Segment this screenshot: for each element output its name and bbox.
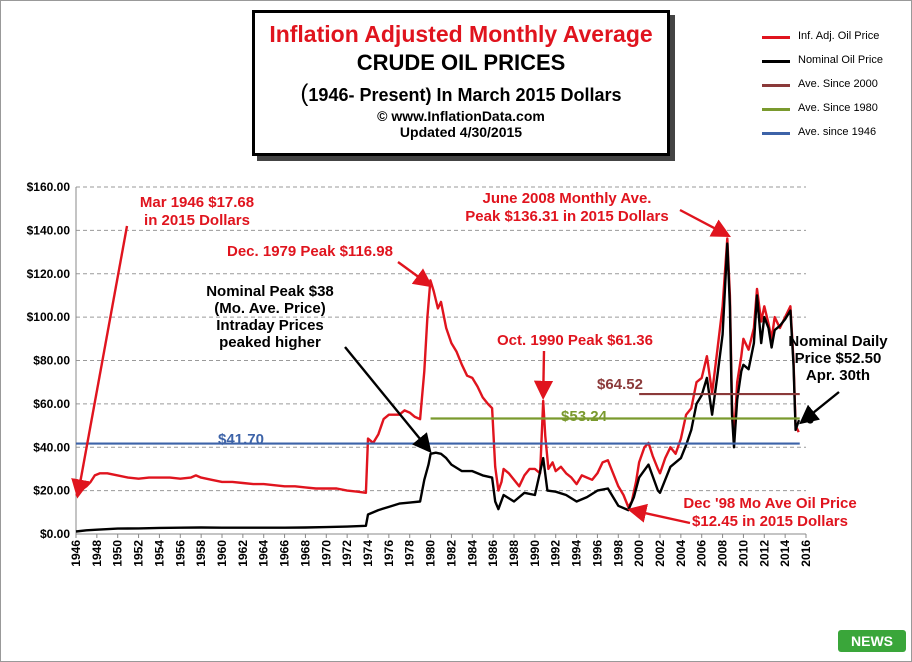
legend-swatch: [762, 84, 790, 87]
x-tick-label: 1978: [403, 540, 417, 567]
nominal-daily-point: [806, 416, 814, 424]
x-tick-label: 1960: [215, 540, 229, 567]
annotation-arrow: [397, 261, 433, 288]
x-tick-label: 1972: [340, 540, 354, 567]
news-logo: NEWS: [838, 630, 906, 652]
legend-swatch: [762, 132, 790, 135]
x-tick-label: 1966: [278, 540, 292, 567]
annotation-arrow: [799, 391, 840, 425]
annotation-label: $12.45 in 2015 Dollars: [692, 513, 848, 530]
x-tick-label: 1950: [111, 540, 125, 567]
legend-item-nominal: Nominal Oil Price: [760, 54, 910, 70]
legend-item-ave-1980: Ave. Since 1980: [760, 102, 910, 118]
annotation-label: Nominal Daily: [788, 333, 888, 350]
annotation-label: peaked higher: [219, 334, 321, 351]
annotation-arrow: [627, 503, 691, 525]
x-tick-label: 1958: [194, 540, 208, 567]
annotation-arrow: [71, 225, 129, 499]
annotation-label: (Mo. Ave. Price): [214, 300, 325, 317]
legend-label: Ave. Since 2000: [798, 78, 878, 90]
x-tick-label: 1984: [465, 540, 479, 567]
annotation-label: Apr. 30th: [806, 367, 870, 384]
legend-item-inf-adj: Inf. Adj. Oil Price: [760, 30, 910, 46]
legend-swatch: [762, 108, 790, 111]
y-tick-label: $0.00: [40, 527, 70, 541]
title-line-3: (1946- Present) In March 2015 Dollars: [255, 80, 667, 108]
y-tick-label: $100.00: [27, 310, 71, 324]
x-tick-label: 1986: [486, 540, 500, 567]
x-tick-label: 1974: [361, 540, 375, 567]
x-tick-label: 1988: [507, 540, 521, 567]
x-tick-label: 2006: [695, 540, 709, 567]
annotation-label: Dec '98 Mo Ave Oil Price: [683, 495, 856, 512]
x-tick-label: 2010: [736, 540, 750, 567]
legend-label: Ave. Since 1980: [798, 102, 878, 114]
annotation-label: Oct. 1990 Peak $61.36: [497, 332, 653, 349]
x-tick-label: 1970: [319, 540, 333, 567]
title-paren: (: [300, 80, 309, 107]
x-tick-label: 2004: [674, 540, 688, 567]
annotation-label: Dec. 1979 Peak $116.98: [227, 243, 393, 260]
y-tick-label: $60.00: [33, 397, 70, 411]
title-line-2: CRUDE OIL PRICES: [356, 50, 566, 75]
x-tick-label: 1990: [528, 540, 542, 567]
x-tick-label: 1976: [382, 540, 396, 567]
x-tick-label: 1980: [424, 540, 438, 567]
legend-item-ave-2000: Ave. Since 2000: [760, 78, 910, 94]
title-line-5: Updated 4/30/2015: [399, 124, 523, 140]
legend-label: Ave. since 1946: [798, 126, 877, 138]
x-tick-label: 1954: [152, 540, 166, 567]
annotation-arrow: [533, 350, 554, 400]
series-line: [75, 237, 800, 509]
annotation-label: June 2008 Monthly Ave.: [483, 190, 652, 207]
x-tick-label: 1968: [298, 540, 312, 567]
x-tick-label: 1952: [132, 540, 146, 567]
x-tick-label: 2014: [778, 540, 792, 567]
series-line: [75, 242, 801, 533]
y-tick-label: $40.00: [33, 440, 70, 454]
x-tick-label: 1982: [444, 540, 458, 567]
legend-swatch: [762, 60, 790, 63]
x-tick-label: 2016: [799, 540, 813, 567]
title-line-1: Inflation Adjusted Monthly Average: [269, 21, 653, 47]
x-tick-label: 1946: [69, 540, 83, 567]
x-tick-label: 1956: [173, 540, 187, 567]
x-tick-label: 2012: [757, 540, 771, 567]
x-tick-label: 1996: [590, 540, 604, 567]
title-box: Inflation Adjusted Monthly Average CRUDE…: [252, 10, 670, 156]
y-tick-label: $120.00: [27, 267, 71, 281]
legend-item-ave-1946: Ave. since 1946: [760, 126, 910, 142]
annotation-label: Mar 1946 $17.68: [140, 194, 254, 211]
x-tick-label: 1992: [549, 540, 563, 567]
x-tick-label: 2008: [716, 540, 730, 567]
x-tick-label: 1998: [611, 540, 625, 567]
y-tick-label: $160.00: [27, 180, 71, 194]
annotation-arrow: [679, 208, 731, 237]
x-tick-label: 1962: [236, 540, 250, 567]
y-tick-label: $140.00: [27, 223, 71, 237]
x-tick-label: 1964: [257, 540, 271, 567]
legend-swatch: [762, 36, 790, 39]
annotation-label: $53.24: [561, 408, 608, 425]
legend-label: Nominal Oil Price: [798, 54, 883, 66]
x-tick-label: 2000: [632, 540, 646, 567]
annotation-label: Intraday Prices: [216, 317, 324, 334]
annotation-label: in 2015 Dollars: [144, 212, 250, 229]
title-line-3-text: 1946- Present) In March 2015 Dollars: [308, 85, 622, 105]
x-tick-label: 1948: [90, 540, 104, 567]
x-tick-label: 1994: [570, 540, 584, 567]
y-tick-label: $20.00: [33, 484, 70, 498]
title-line-4: © www.InflationData.com: [377, 108, 545, 124]
annotation-label: Peak $136.31 in 2015 Dollars: [465, 208, 668, 225]
x-tick-label: 2002: [653, 540, 667, 567]
annotation-label: Nominal Peak $38: [206, 283, 334, 300]
annotation-arrow: [344, 346, 432, 454]
annotation-label: Price $52.50: [795, 350, 882, 367]
annotation-label: $64.52: [597, 376, 643, 393]
y-tick-label: $80.00: [33, 354, 70, 368]
annotation-label: $41.70: [218, 431, 264, 448]
legend-label: Inf. Adj. Oil Price: [798, 30, 880, 42]
